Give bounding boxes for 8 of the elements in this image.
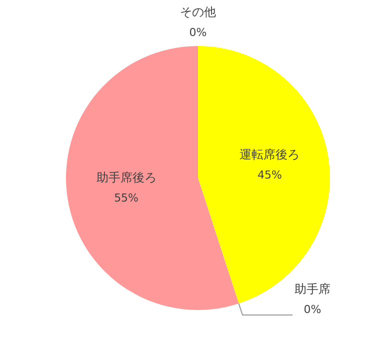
- slice-label: 助手席後ろ: [96, 170, 156, 184]
- category-label: その他: [180, 5, 216, 19]
- category-label: 助手席: [294, 282, 330, 296]
- slice-label: 運転席後ろ: [240, 148, 300, 162]
- data-label: 45%: [257, 168, 282, 182]
- text: 0%: [189, 26, 207, 39]
- text: 0%: [304, 302, 322, 316]
- data-label: 55%: [114, 191, 139, 204]
